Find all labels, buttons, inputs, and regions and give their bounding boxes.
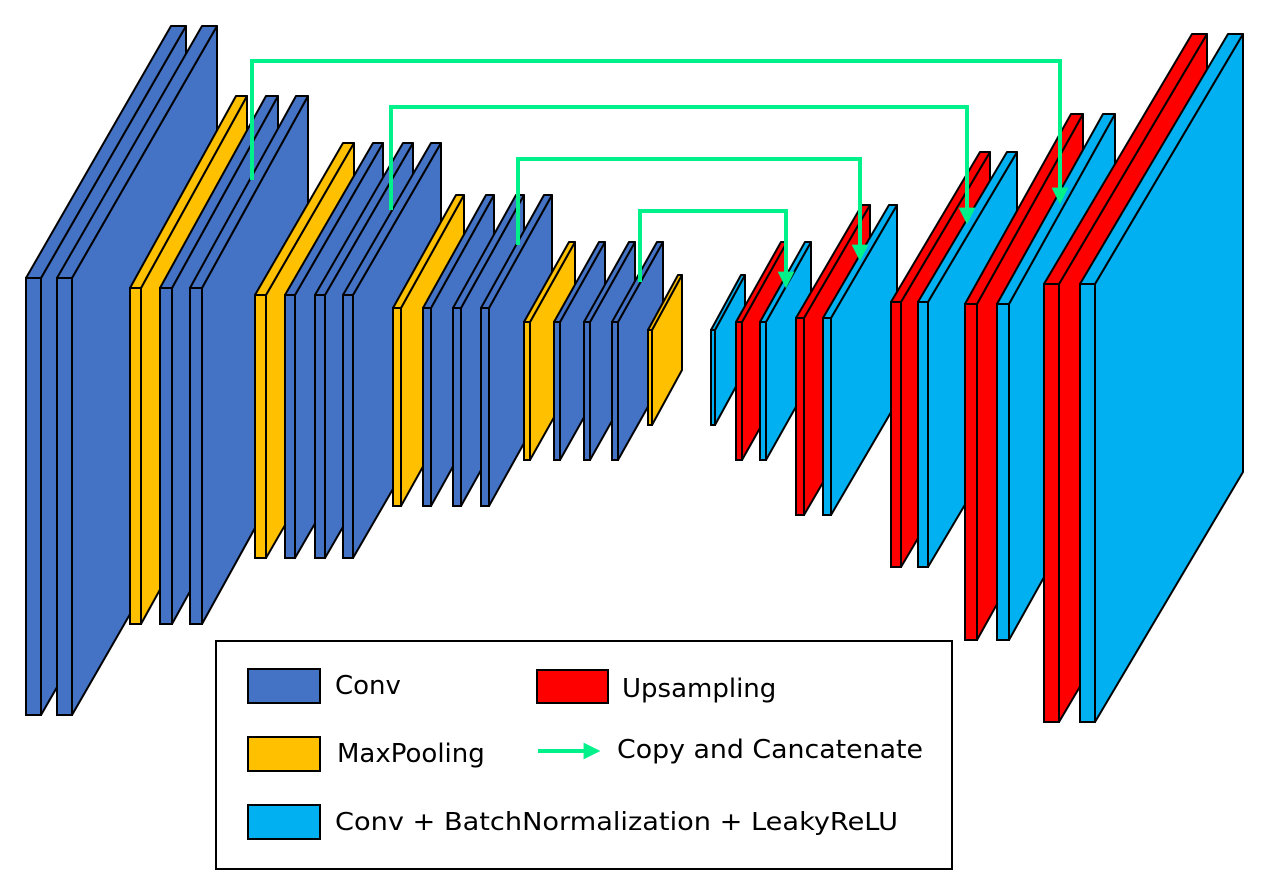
layer-front-face	[392, 307, 402, 507]
layer-front-face	[159, 287, 173, 625]
layer-pool-13	[523, 241, 576, 461]
skip-connections	[250, 59, 1069, 289]
layer-front-face	[795, 317, 805, 516]
legend: Conv MaxPooling Conv + BatchNormalizatio…	[215, 640, 953, 870]
layer-pool-17	[647, 274, 683, 426]
skip-connection-arrow-3	[516, 157, 869, 262]
layer-conv-12	[480, 194, 553, 507]
skip-connection-arrow-1	[250, 59, 1069, 205]
layer-front-face	[553, 321, 561, 461]
layer-front-face	[25, 277, 42, 716]
layer-front-face	[342, 294, 354, 559]
layer-front-face	[996, 303, 1010, 641]
layer-front-face	[611, 321, 619, 461]
layer-front-face	[1043, 283, 1060, 723]
layer-front-face	[314, 294, 326, 559]
layer-front-face	[735, 321, 743, 461]
skip-connection-arrow-2	[389, 105, 976, 225]
legend-label-maxpooling: MaxPooling	[337, 739, 485, 769]
layer-cbn-20	[759, 241, 812, 461]
layer-front-face	[422, 307, 432, 507]
legend-swatch-upsampling	[536, 669, 609, 704]
legend-label-conv: Conv	[335, 671, 401, 701]
layer-front-face	[822, 317, 832, 516]
layer-front-face	[56, 277, 73, 716]
layer-front-face	[917, 301, 929, 568]
legend-swatch-maxpooling	[247, 736, 321, 772]
legend-label-conv-bn-leaky: Conv + BatchNormalization + LeakyReLU	[335, 807, 898, 836]
network-layers	[25, 25, 1244, 723]
legend-label-upsampling: Upsampling	[622, 674, 776, 704]
layer-front-face	[890, 301, 902, 568]
layer-front-face	[480, 307, 490, 507]
legend-swatch-conv	[247, 668, 321, 704]
legend-label-copy-concat: Copy and Cancatenate	[617, 735, 923, 765]
layer-front-face	[1079, 283, 1096, 723]
layer-front-face	[189, 287, 203, 625]
layer-cbn-28	[1079, 33, 1244, 723]
layer-front-face	[129, 287, 142, 625]
layer-front-face	[254, 294, 267, 559]
layer-front-face	[523, 321, 531, 461]
legend-swatch-conv-bn-leaky	[247, 804, 321, 840]
layer-front-face	[452, 307, 462, 507]
layer-front-face	[964, 303, 978, 641]
layer-front-face	[284, 294, 296, 559]
layer-conv-14	[553, 241, 606, 461]
layer-front-face	[647, 329, 653, 426]
layer-front-face	[583, 321, 591, 461]
layer-front-face	[710, 329, 716, 426]
layer-front-face	[759, 321, 767, 461]
skip-connection-arrow-4	[638, 209, 795, 289]
